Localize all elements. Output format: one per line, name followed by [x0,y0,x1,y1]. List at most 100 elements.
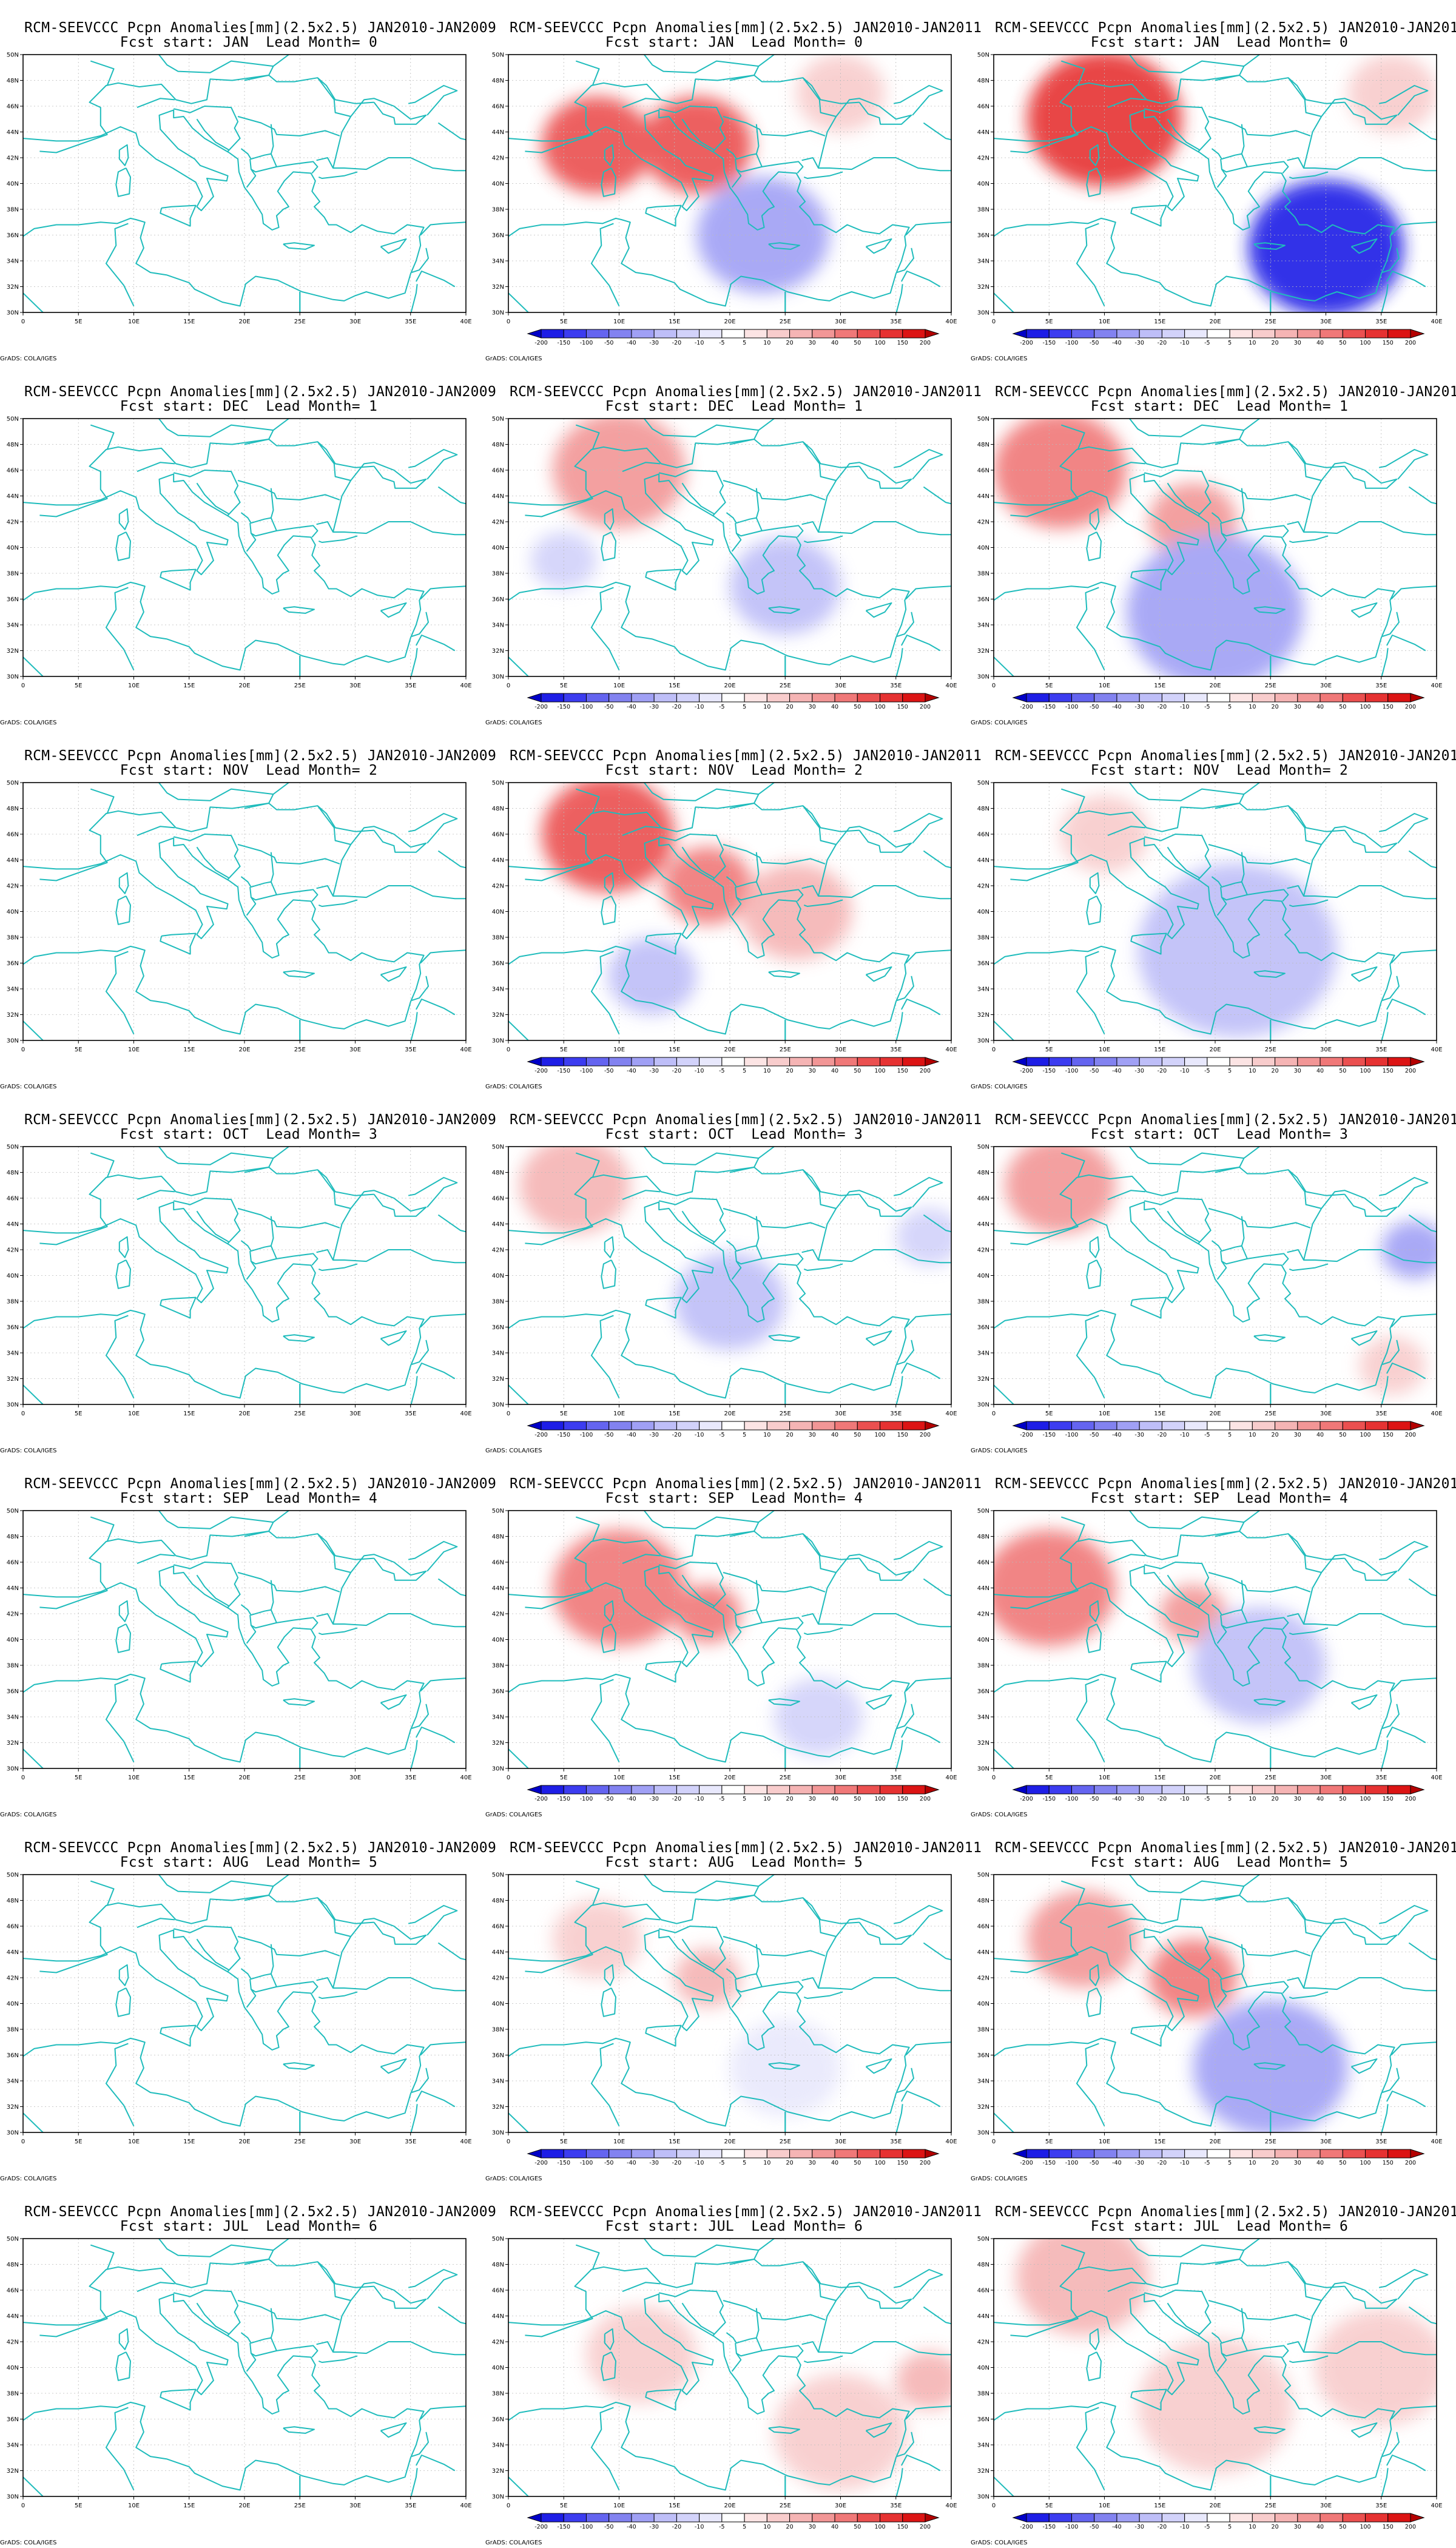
colorbar-label: 200 [920,704,931,710]
lat-tick-label: 46N [7,468,19,474]
map-panel: RCM-SEEVCCC Pcpn Anomalies[mm](2.5x2.5) … [485,1820,982,2184]
colorbar-label: 50 [1339,2524,1346,2530]
lon-tick-label: 30E [1320,2138,1332,2145]
lon-tick-label: 20E [238,2502,250,2509]
lat-tick-label: 32N [7,1376,19,1383]
grads-credit: GrADS: COLA/IGES [971,2176,1028,2182]
grads-credit: GrADS: COLA/IGES [485,1084,542,1090]
lat-tick-label: 34N [492,1350,504,1357]
lat-tick-label: 40N [977,2001,989,2007]
lon-tick-label: 15E [669,1046,680,1053]
grads-credit: GrADS: COLA/IGES [485,2540,542,2546]
colorbar-label: 50 [1339,1432,1346,1438]
lon-tick-label: 20E [238,1774,250,1781]
colorbar-label: -10 [1180,1796,1190,1802]
colorbar-label: 5 [1228,1068,1232,1074]
colorbar-label: 200 [920,340,931,346]
colorbar-label: -50 [604,1796,614,1802]
lon-tick-label: 35E [1375,1046,1387,1053]
colorbar-label: 50 [854,1432,861,1438]
anomaly-region [1315,2309,1437,2426]
lat-tick-label: 34N [7,2078,19,2085]
panel-subtitle: Fcst start: JUL Lead Month= 6 [605,2219,863,2234]
lat-tick-label: 34N [492,986,504,993]
map-panel: RCM-SEEVCCC Pcpn Anomalies[mm](2.5x2.5) … [485,2184,982,2548]
colorbar-label: -30 [649,1432,659,1438]
lon-tick-label: 5E [560,2502,568,2509]
lon-tick-label: 30E [1320,682,1332,689]
colorbar-label: 10 [1249,1796,1256,1802]
colorbar-label: -10 [695,1432,704,1438]
lat-tick-label: 42N [7,1611,19,1618]
colorbar-label: 50 [854,1068,861,1074]
lat-tick-label: 48N [977,1170,989,1176]
lat-tick-label: 34N [492,2078,504,2085]
colorbar-label: 50 [1339,1068,1346,1074]
lat-tick-label: 50N [7,2236,19,2243]
coastlines [994,783,1437,1040]
lat-tick-label: 48N [7,78,19,84]
panel-title: RCM-SEEVCCC Pcpn Anomalies[mm](2.5x2.5) … [995,748,1456,764]
lat-tick-label: 50N [7,1508,19,1515]
lat-tick-label: 36N [7,232,19,239]
colorbar-label: -100 [580,340,593,346]
colorbar-label: 40 [1316,1068,1324,1074]
lat-tick-label: 48N [977,2262,989,2268]
colorbar-label: 50 [854,340,861,346]
lat-tick-label: 44N [7,857,19,864]
lat-tick-label: 46N [7,2288,19,2294]
panel-title: RCM-SEEVCCC Pcpn Anomalies[mm](2.5x2.5) … [510,384,982,400]
map-panel: RCM-SEEVCCC Pcpn Anomalies[mm](2.5x2.5) … [485,0,982,364]
lon-tick-label: 15E [183,2138,195,2145]
colorbar-label: 100 [874,340,885,346]
colorbar-label: -50 [604,1068,614,1074]
lat-tick-label: 42N [977,1611,989,1618]
lon-tick-label: 25E [780,1774,791,1781]
anomaly-region [1348,55,1437,132]
lat-tick-label: 42N [492,1611,504,1618]
lon-tick-label: 15E [1154,1410,1165,1417]
colorbar-label: 30 [1294,1068,1301,1074]
lat-tick-label: 34N [977,2442,989,2449]
lon-tick-label: 5E [560,1046,568,1053]
lon-tick-label: 40E [945,318,957,325]
lon-tick-label: 20E [238,2138,250,2145]
colorbar-label: -200 [1020,1432,1033,1438]
panel-title: RCM-SEEVCCC Pcpn Anomalies[mm](2.5x2.5) … [995,1112,1456,1128]
grads-credit: GrADS: COLA/IGES [971,356,1028,362]
colorbar-label: 10 [763,704,770,710]
colorbar-label: 100 [874,1796,885,1802]
lat-tick-label: 50N [7,780,19,787]
lon-tick-label: 40E [945,1410,957,1417]
map-panel: RCM-SEEVCCC Pcpn Anomalies[mm](2.5x2.5) … [0,0,496,364]
colorbar-label: 200 [1405,2524,1416,2530]
lat-tick-label: 30N [977,2494,989,2501]
lat-tick-label: 38N [7,2391,19,2398]
panel-subtitle: Fcst start: DEC Lead Month= 1 [1090,399,1349,414]
colorbar-label: -40 [627,1796,636,1802]
colorbar-label: 150 [897,704,908,710]
map-plot: 0 5E 10E 15E 20E 25E 30E 35E 40E 30N 32N 34N 36N 38N 4… [7,780,472,1054]
lon-tick-label: 15E [669,682,680,689]
lat-tick-label: 36N [492,596,504,603]
colorbar-label: 40 [831,1068,838,1074]
lat-tick-label: 40N [977,909,989,915]
lat-tick-label: 40N [7,2001,19,2007]
colorbar-label: 10 [763,1432,770,1438]
colorbar-label: 30 [809,2160,816,2166]
colorbar-label: -200 [1020,1796,1033,1802]
anomaly-region [541,96,653,194]
colorbar-label: -5 [1204,1796,1210,1802]
lon-tick-label: 30E [1320,1410,1332,1417]
lat-tick-label: 50N [7,416,19,423]
lon-tick-label: 40E [1431,318,1442,325]
lat-tick-label: 50N [492,1144,504,1151]
lon-tick-label: 30E [349,682,361,689]
lat-tick-label: 48N [492,806,504,812]
colorbar-label: 5 [1228,2160,1232,2166]
lon-tick-label: 20E [724,318,735,325]
colorbar-label: -50 [1090,340,1099,346]
anomaly-region [1359,1336,1426,1395]
colorbar-label: 100 [1360,1796,1370,1802]
colorbar-label: 200 [1405,340,1416,346]
